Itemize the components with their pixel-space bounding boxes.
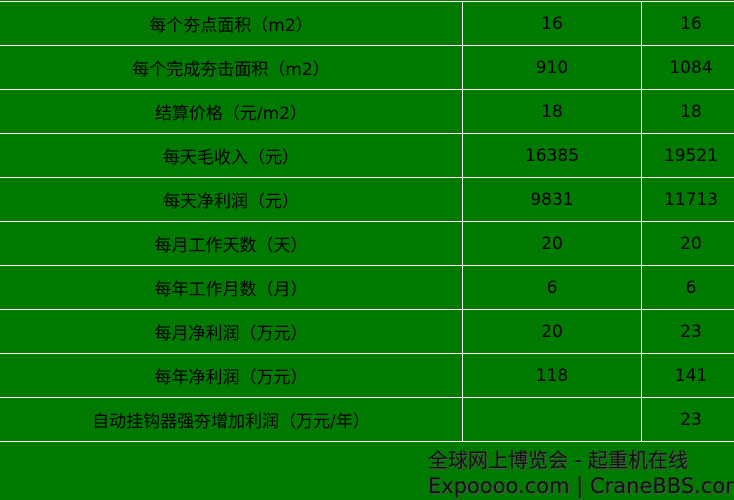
row-label: 每个完成夯击面积（m2） (132, 60, 330, 80)
row-label: 每年净利润（万元） (154, 368, 308, 388)
value-col2: 141 (641, 354, 734, 397)
value-col2: 11713 (641, 178, 734, 221)
value-col1: 910 (462, 46, 641, 89)
value-col1: 118 (462, 354, 641, 397)
row-label: 每月净利润（万元） (154, 324, 308, 344)
table-row: 每天净利润（元） 9831 11713 (0, 177, 734, 221)
watermark-line1: 全球网上博览会 - 起重机在线 (428, 448, 688, 472)
row-label: 结算价格（元/m2） (154, 104, 308, 124)
value-col1: 16 (462, 2, 641, 45)
table-row: 每个夯点面积（m2） 16 16 (0, 1, 734, 45)
value-col2: 23 (641, 310, 734, 353)
table-row: 自动挂钩器强夯增加利润（万元/年） 23 (0, 397, 734, 441)
value-col2: 16 (641, 2, 734, 45)
value-col2: 1084 (641, 46, 734, 89)
value-col2: 19521 (641, 134, 734, 177)
row-label: 每年工作月数（月） (154, 280, 308, 300)
value-col2: 18 (641, 90, 734, 133)
value-col2: 6 (641, 266, 734, 309)
value-col1: 6 (462, 266, 641, 309)
value-col1 (462, 398, 641, 441)
value-col2: 23 (641, 398, 734, 441)
table-row: 每月净利润（万元） 20 23 (0, 309, 734, 353)
table-row: 每年工作月数（月） 6 6 (0, 265, 734, 309)
table-row: 每个完成夯击面积（m2） 910 1084 (0, 45, 734, 89)
table-row: 结算价格（元/m2） 18 18 (0, 89, 734, 133)
watermark-line2: Expoooo.com | CraneBBS.com (428, 474, 734, 498)
value-col1: 20 (462, 222, 641, 265)
row-label: 每天毛收入（元） (163, 148, 299, 168)
row-label: 每天净利润（元） (163, 192, 299, 212)
value-col2: 20 (641, 222, 734, 265)
table-row: 每天毛收入（元） 16385 19521 (0, 133, 734, 177)
table-row: 每年净利润（万元） 118 141 (0, 353, 734, 397)
table-row: 每月工作天数（天） 20 20 (0, 221, 734, 265)
row-label: 自动挂钩器强夯增加利润（万元/年） (92, 412, 370, 432)
value-col1: 16385 (462, 134, 641, 177)
value-col1: 9831 (462, 178, 641, 221)
value-col1: 18 (462, 90, 641, 133)
data-table: 每个夯点面积（m2） 16 16 每个完成夯击面积（m2） 910 1084 结算价格（元/… (0, 1, 734, 442)
row-label: 每月工作天数（天） (154, 236, 308, 256)
value-col1: 20 (462, 310, 641, 353)
row-label: 每个夯点面积（m2） (149, 16, 313, 36)
